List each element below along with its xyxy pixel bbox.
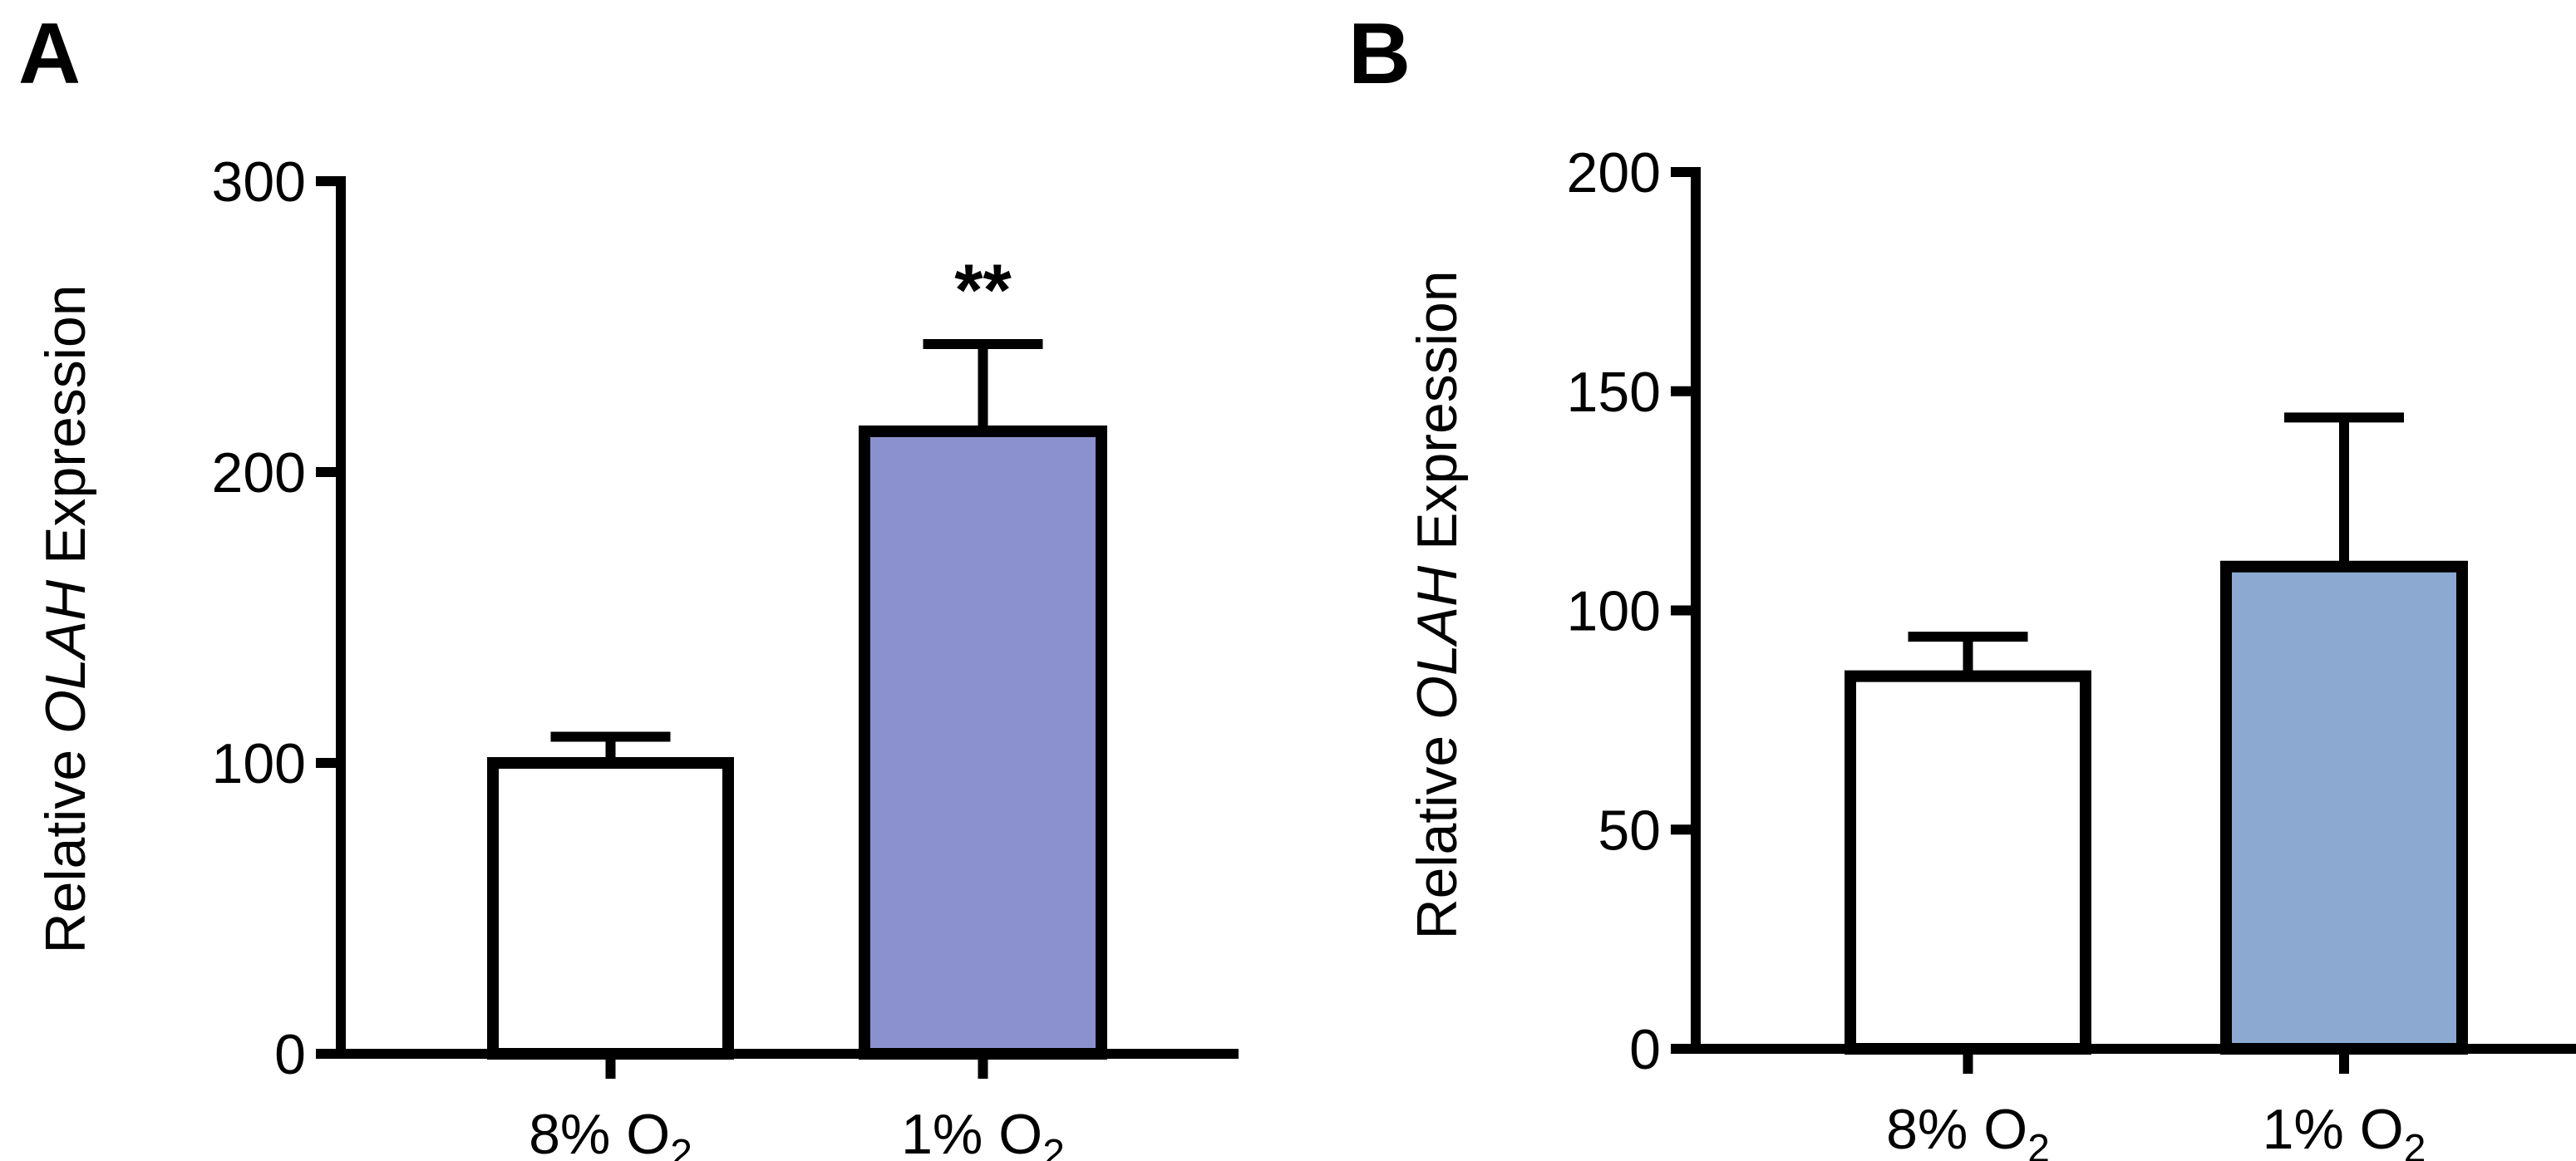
x-category-label: 1% O2 bbox=[901, 1103, 1065, 1161]
y-axis-title-prefix: Relative bbox=[34, 734, 97, 954]
y-axis-title-suffix: Expression bbox=[34, 284, 97, 579]
x-category-subscript: 2 bbox=[670, 1132, 692, 1161]
bar-second bbox=[859, 426, 1107, 1060]
x-category-label: 8% O2 bbox=[1886, 1098, 2050, 1161]
x-category-label: 1% O2 bbox=[2263, 1098, 2426, 1161]
chart-panel-b: B Relative OLAH Expression 0 50 100 150 200 8% … bbox=[1348, 6, 2576, 1161]
y-axis-title-suffix: Expression bbox=[1406, 270, 1469, 565]
y-tick-label: 200 bbox=[1567, 141, 1661, 204]
panel-label-a: A bbox=[18, 6, 81, 102]
x-category-subscript: 2 bbox=[2404, 1127, 2426, 1161]
x-category-main: 8% O bbox=[529, 1103, 670, 1161]
bar-first bbox=[1845, 670, 2091, 1055]
chart-panel-a: A Relative OLAH Expression ** 0 100 200 300 8% … bbox=[18, 6, 1239, 1161]
y-tick-label: 200 bbox=[212, 441, 306, 504]
y-axis-title-gene: OLAH bbox=[1406, 565, 1469, 720]
x-category-subscript: 2 bbox=[1042, 1132, 1065, 1161]
y-tick-label: 0 bbox=[274, 1023, 306, 1086]
x-category-main: 8% O bbox=[1886, 1098, 2027, 1161]
x-category-main: 1% O bbox=[2263, 1098, 2404, 1161]
y-axis-title-gene: OLAH bbox=[34, 579, 97, 734]
y-tick-label: 300 bbox=[212, 150, 306, 214]
y-axis-title: Relative OLAH Expression bbox=[1406, 270, 1469, 939]
y-tick-label: 100 bbox=[1567, 580, 1661, 643]
x-category-label: 8% O2 bbox=[529, 1103, 692, 1161]
significance-marker: ** bbox=[954, 248, 1012, 331]
x-category-main: 1% O bbox=[901, 1103, 1042, 1161]
y-tick-label: 100 bbox=[212, 732, 306, 795]
y-axis-title-prefix: Relative bbox=[1406, 720, 1469, 940]
y-tick-label: 0 bbox=[1629, 1018, 1661, 1081]
y-axis-title: Relative OLAH Expression bbox=[34, 284, 97, 953]
x-category-subscript: 2 bbox=[2027, 1127, 2050, 1161]
bar-second bbox=[2220, 560, 2468, 1055]
y-tick-label: 50 bbox=[1598, 799, 1661, 862]
panel-label-b: B bbox=[1348, 6, 1411, 102]
y-tick-label: 150 bbox=[1567, 361, 1661, 424]
bar-first bbox=[487, 757, 734, 1060]
